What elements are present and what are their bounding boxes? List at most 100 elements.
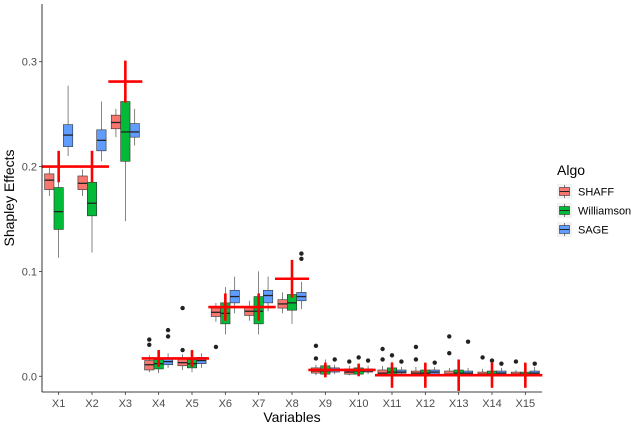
x-tick-label: X15	[516, 398, 536, 410]
outlier-point	[380, 346, 385, 352]
box-shaff-x2	[77, 169, 88, 196]
y-axis-title: Shapley Effects	[1, 149, 17, 246]
box-sage-x7	[263, 276, 274, 312]
outlier-point	[180, 347, 185, 353]
reference-cross-x15	[508, 362, 543, 388]
box-body	[263, 289, 274, 304]
reference-cross-x4	[141, 350, 176, 367]
reference-cross-x14	[475, 362, 509, 388]
box-shaff-x12	[410, 344, 421, 377]
box-body	[44, 173, 55, 190]
outlier-point	[313, 356, 319, 361]
outlier-point	[299, 251, 304, 256]
outlier-point	[413, 344, 419, 350]
outlier-point	[480, 355, 485, 360]
x-tick-label: X1	[52, 398, 65, 410]
y-tick-label: 0.0	[22, 371, 37, 383]
outlier-point	[389, 353, 395, 358]
y-tick-label: 0.3	[22, 57, 37, 69]
outlier-point	[299, 256, 304, 262]
series-sage	[63, 85, 540, 376]
box-shaff-x1	[44, 166, 55, 196]
reference-cross-x1	[41, 150, 76, 183]
outlier-point	[513, 359, 519, 364]
reference-cross-x7	[241, 293, 276, 321]
reference-cross-x2	[75, 150, 109, 183]
box-shaff-x8	[277, 292, 288, 314]
x-tick-label: X4	[152, 398, 165, 410]
box-shaff-x4	[144, 337, 155, 373]
legend-title: Algo	[557, 162, 585, 178]
x-tick-label: X13	[449, 398, 469, 410]
outlier-point	[413, 357, 419, 362]
outlier-point	[380, 357, 385, 362]
legend-label: SHAFF	[578, 187, 614, 199]
box-sage-x5	[196, 353, 207, 368]
box-body	[87, 181, 98, 217]
box-sage-x12	[429, 360, 440, 376]
box-sage-x8	[296, 251, 307, 310]
reference-cross-x6	[208, 293, 243, 321]
box-body	[53, 187, 64, 230]
reference-cross-x9	[308, 362, 343, 378]
box-sage-x13	[463, 339, 474, 376]
y-tick-label: 0.2	[22, 162, 37, 174]
outlier-point	[147, 337, 152, 342]
outlier-point	[399, 359, 404, 364]
legend: Algo SHAFF Williamson SAGE	[557, 162, 631, 237]
reference-cross-x10	[341, 363, 376, 377]
reference-cross-x13	[441, 359, 476, 391]
plot-area	[41, 60, 543, 391]
outlier-point	[365, 358, 371, 363]
outlier-point	[499, 361, 504, 366]
outlier-point	[332, 357, 337, 362]
reference-cross-x8	[275, 259, 309, 298]
box-shaff-x7	[244, 300, 255, 321]
outlier-point	[347, 359, 352, 364]
box-sage-x9	[329, 357, 340, 375]
legend-item-williamson: Williamson	[557, 203, 631, 218]
box-shaff-x13	[444, 334, 455, 377]
outlier-point	[489, 358, 495, 363]
box-shaff-x11	[377, 346, 388, 377]
box-sage-x15	[529, 361, 540, 376]
x-tick-label: X9	[319, 398, 332, 410]
x-tick-label: X11	[383, 398, 402, 410]
x-tick-label: X14	[482, 398, 502, 410]
box-sage-x3	[129, 108, 140, 146]
x-tick-label: X5	[185, 398, 198, 410]
reference-cross-x5	[175, 350, 209, 367]
x-tick-label: X12	[416, 398, 436, 410]
x-tick-label: X3	[119, 398, 132, 410]
outlier-point	[356, 355, 361, 360]
outlier-point	[165, 327, 171, 333]
outlier-point	[447, 334, 452, 339]
box-shaff-x6	[210, 302, 221, 350]
box-shaff-x3	[110, 108, 121, 138]
box-shaff-x10	[344, 359, 355, 376]
outlier-point	[532, 361, 537, 366]
x-axis-title: Variables	[263, 409, 320, 424]
x-tick-label: X6	[219, 398, 232, 410]
box-sage-x4	[163, 327, 174, 368]
legend-item-shaff: SHAFF	[557, 184, 614, 199]
x-tick-label: X10	[349, 398, 369, 410]
box-sage-x14	[496, 361, 507, 376]
y-tick-label: 0.1	[22, 266, 37, 278]
legend-label: Williamson	[578, 206, 631, 218]
outlier-point	[432, 360, 437, 365]
y-ticks: 0.0 0.1 0.2 0.3	[22, 57, 42, 383]
x-tick-label: X7	[252, 398, 265, 410]
legend-item-sage: SAGE	[557, 222, 609, 237]
outlier-point	[147, 342, 152, 348]
outlier-point	[165, 334, 171, 339]
x-tick-label: X2	[85, 398, 98, 410]
box-sage-x2	[96, 101, 107, 162]
outlier-point	[447, 351, 452, 356]
outlier-point	[213, 344, 219, 350]
box-shaff-x5	[177, 305, 188, 370]
series-williamson	[53, 80, 531, 377]
reference-cross-x11	[375, 362, 409, 388]
outlier-point	[465, 339, 471, 344]
